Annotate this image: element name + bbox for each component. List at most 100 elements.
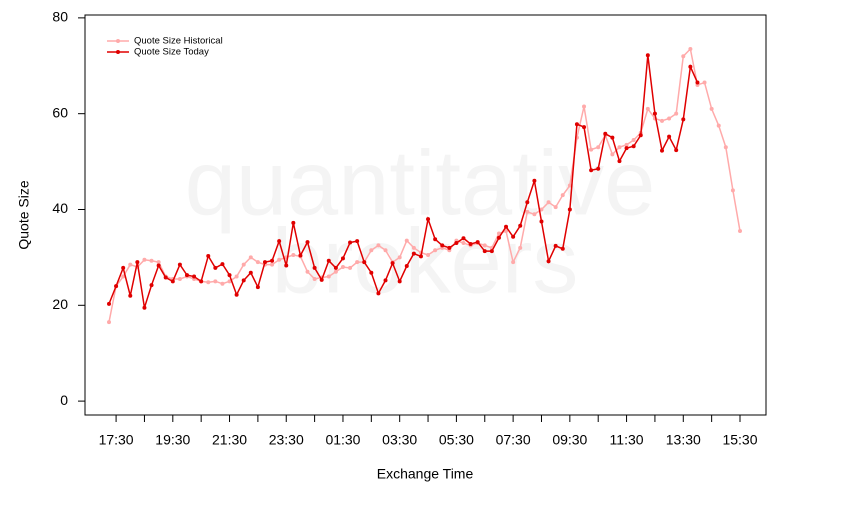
data-point xyxy=(411,245,416,250)
data-point xyxy=(369,270,374,275)
watermark: brokers xyxy=(272,210,579,312)
data-point xyxy=(355,260,360,265)
x-tick-label: 03:30 xyxy=(382,432,417,448)
data-point xyxy=(418,254,423,259)
data-point xyxy=(504,229,509,234)
data-point xyxy=(305,240,310,245)
data-point xyxy=(255,285,260,290)
data-point xyxy=(291,253,296,257)
data-point xyxy=(610,152,615,157)
data-point xyxy=(589,168,594,173)
data-point xyxy=(270,258,275,263)
data-point xyxy=(560,246,565,251)
x-tick-label: 21:30 xyxy=(212,432,247,448)
data-point xyxy=(695,80,700,85)
legend-label: Quote Size Historical xyxy=(134,36,223,47)
data-point xyxy=(234,292,239,297)
data-point xyxy=(319,277,324,282)
data-point xyxy=(163,275,168,280)
data-point xyxy=(496,231,501,236)
data-point xyxy=(121,265,126,270)
data-point xyxy=(674,148,679,153)
data-point xyxy=(681,117,686,122)
data-point xyxy=(660,118,665,123)
y-tick-label: 80 xyxy=(52,9,68,25)
data-point xyxy=(596,145,601,150)
data-point xyxy=(433,237,438,242)
data-point xyxy=(645,53,650,58)
data-point xyxy=(461,236,466,241)
data-point xyxy=(333,269,338,274)
y-tick-label: 40 xyxy=(52,200,68,216)
data-point xyxy=(397,279,402,284)
data-point xyxy=(192,274,197,279)
data-point xyxy=(362,260,367,265)
data-point xyxy=(326,274,331,279)
data-point xyxy=(312,276,317,281)
data-point xyxy=(454,241,459,246)
data-point xyxy=(560,193,565,198)
data-point xyxy=(411,251,416,256)
data-point xyxy=(213,279,218,284)
data-point xyxy=(128,262,133,267)
x-tick-label: 05:30 xyxy=(439,432,474,448)
data-point xyxy=(603,131,608,136)
data-point xyxy=(284,263,289,268)
data-point xyxy=(532,212,537,217)
data-point xyxy=(107,301,111,306)
data-point xyxy=(582,104,587,109)
series-line xyxy=(108,55,699,308)
data-point xyxy=(482,243,487,248)
data-point xyxy=(326,258,331,263)
data-point xyxy=(532,178,537,183)
data-point xyxy=(496,235,501,240)
data-point xyxy=(340,264,345,269)
data-point xyxy=(596,166,601,171)
data-point xyxy=(660,148,665,153)
legend-label: Quote Size Today xyxy=(134,47,209,58)
data-point xyxy=(525,200,530,205)
data-point xyxy=(504,224,509,229)
data-point xyxy=(730,188,735,193)
data-point xyxy=(404,238,409,243)
data-point xyxy=(738,229,742,234)
x-tick-label: 07:30 xyxy=(496,432,531,448)
data-point xyxy=(645,106,650,111)
data-point xyxy=(652,111,657,116)
data-point xyxy=(369,248,374,253)
data-point xyxy=(681,54,686,59)
data-point xyxy=(348,240,353,245)
data-point xyxy=(248,255,253,260)
data-point xyxy=(397,255,402,260)
data-point xyxy=(348,265,353,270)
data-point xyxy=(582,125,587,130)
data-point xyxy=(184,273,189,278)
data-point xyxy=(546,200,551,205)
data-point xyxy=(553,243,558,248)
data-point xyxy=(525,209,530,214)
data-point xyxy=(518,245,523,250)
data-point xyxy=(624,146,629,151)
data-point xyxy=(128,293,133,298)
data-point xyxy=(170,279,175,284)
data-point xyxy=(688,47,693,52)
data-point xyxy=(333,265,338,270)
data-point xyxy=(199,279,204,284)
data-point xyxy=(376,243,381,248)
data-point xyxy=(518,223,523,228)
data-point xyxy=(638,133,643,138)
data-point xyxy=(404,264,409,269)
data-point xyxy=(489,249,494,254)
y-tick-label: 60 xyxy=(52,104,68,120)
data-point xyxy=(433,248,438,253)
data-point xyxy=(340,256,345,261)
data-point xyxy=(539,207,544,212)
data-point xyxy=(376,291,381,296)
x-tick-label: 09:30 xyxy=(552,432,587,448)
data-point xyxy=(567,183,572,188)
data-point xyxy=(511,234,516,239)
x-tick-label: 15:30 xyxy=(722,432,757,448)
data-point xyxy=(234,274,239,279)
legend-point xyxy=(116,50,120,54)
data-point xyxy=(227,273,232,278)
